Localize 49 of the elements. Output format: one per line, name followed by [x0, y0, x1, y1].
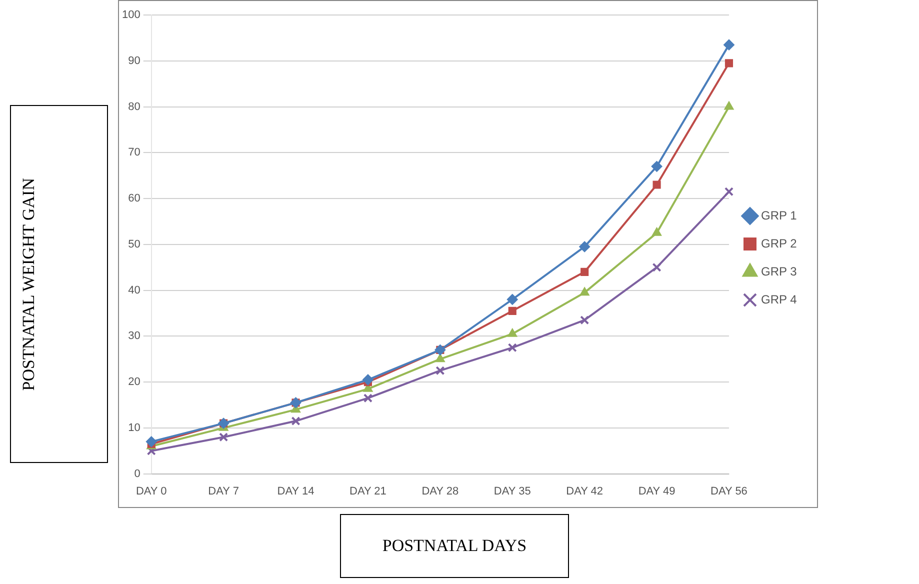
y-tick-label: 10	[128, 422, 140, 434]
point	[652, 262, 662, 272]
point	[506, 294, 518, 305]
y-tick-label: 20	[128, 376, 140, 388]
point	[724, 187, 734, 196]
legend-label: GRP 1	[760, 208, 798, 222]
y-tick-label: 90	[128, 54, 140, 67]
legend-label: GRP 3	[760, 264, 798, 278]
point	[724, 101, 734, 110]
point	[580, 287, 590, 296]
point	[580, 268, 589, 276]
x-tick-label: DAY 35	[494, 485, 531, 498]
y-tick-label: 50	[128, 238, 140, 250]
y-tick-label: 100	[122, 9, 140, 22]
x-axis-title: POSTNATAL DAYS	[340, 514, 569, 578]
legend-label: GRP 4	[760, 292, 798, 306]
legend-label: GRP 2	[760, 236, 798, 250]
x-tick-label: DAY 49	[638, 485, 676, 498]
x-tick-label: DAY 14	[277, 485, 314, 498]
point	[652, 180, 661, 189]
point	[435, 354, 445, 362]
point	[508, 328, 518, 337]
point	[580, 316, 590, 325]
point	[362, 374, 374, 386]
point	[146, 436, 157, 448]
point	[724, 59, 734, 68]
point	[508, 306, 516, 315]
point	[436, 366, 445, 376]
point	[291, 416, 300, 426]
x-tick-label: DAY 28	[422, 485, 459, 498]
y-tick-label: 80	[128, 100, 140, 113]
y-tick-label: 30	[128, 330, 140, 342]
point	[652, 227, 662, 236]
y-tick-label: 0	[134, 468, 140, 480]
y-tick-label: 60	[128, 192, 140, 205]
y-tick-label: 70	[128, 146, 140, 159]
x-tick-label: DAY 7	[208, 485, 239, 498]
x-tick-label: DAY 42	[566, 485, 604, 498]
point	[579, 241, 590, 252]
x-tick-label: DAY 56	[710, 485, 748, 498]
point	[723, 39, 734, 50]
x-tick-label: DAY 0	[136, 485, 167, 498]
point	[363, 394, 372, 403]
x-tick-label: DAY 21	[350, 485, 386, 498]
point	[508, 343, 517, 352]
y-tick-label: 40	[128, 284, 140, 296]
y-axis-title: POSTNATAL WEIGHT GAIN	[19, 178, 39, 390]
point	[651, 160, 662, 172]
point	[219, 432, 228, 442]
